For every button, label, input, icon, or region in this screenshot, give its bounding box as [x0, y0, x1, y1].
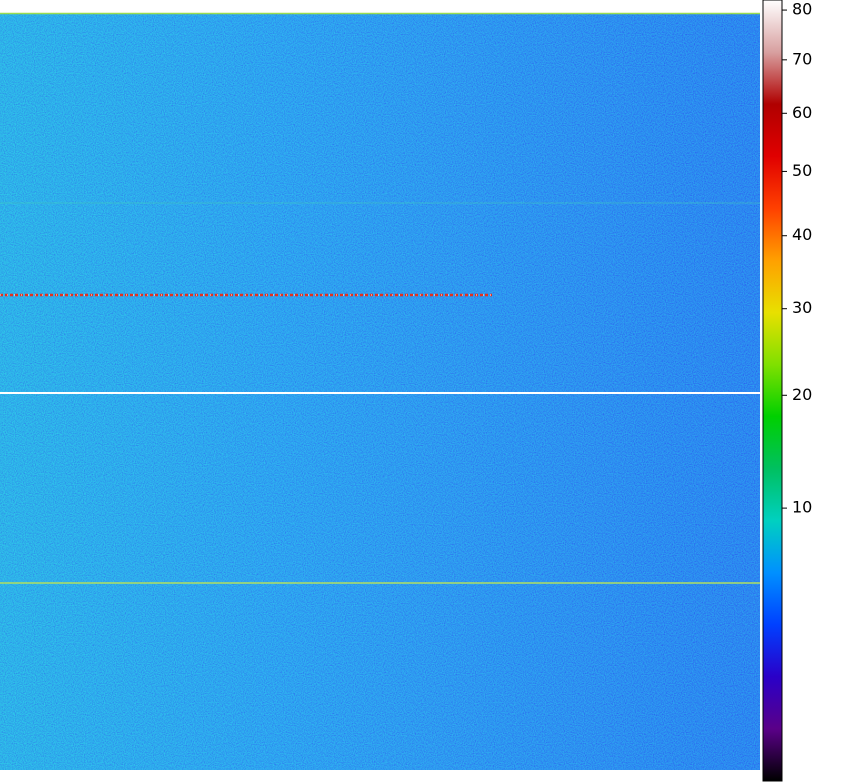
colorbar-tick-label: 80	[792, 0, 812, 19]
colorbar-tick-label: 40	[792, 225, 812, 244]
image	[0, 12, 760, 770]
colorbar-tick-label: 70	[792, 49, 812, 68]
colorbar-tick-label: 60	[792, 103, 812, 122]
colorbar-tick-label: 50	[792, 161, 812, 180]
colorbar-tick-label: 20	[792, 385, 812, 404]
colorbar-tick-label: 10	[792, 498, 812, 517]
colorbar-tick-label: 30	[792, 298, 812, 317]
colorbar: 10 20 30 40 50 60 70 80	[762, 0, 812, 782]
